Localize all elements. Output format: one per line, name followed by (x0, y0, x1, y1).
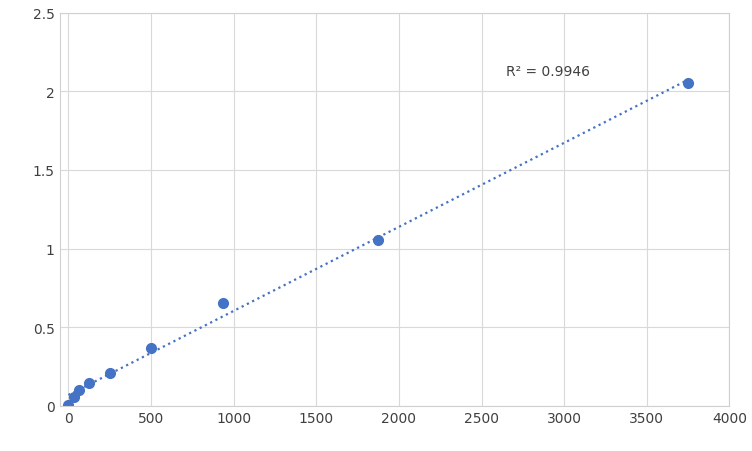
Point (62, 402, 74, 409)
Point (217, 299, 229, 307)
Point (68, 393, 80, 400)
Point (73, 387, 85, 394)
Point (145, 345, 157, 352)
Text: R² = 0.9946: R² = 0.9946 (506, 64, 590, 78)
Point (682, 80, 694, 87)
Point (83, 379, 95, 387)
Point (104, 369, 116, 377)
Point (372, 237, 384, 244)
